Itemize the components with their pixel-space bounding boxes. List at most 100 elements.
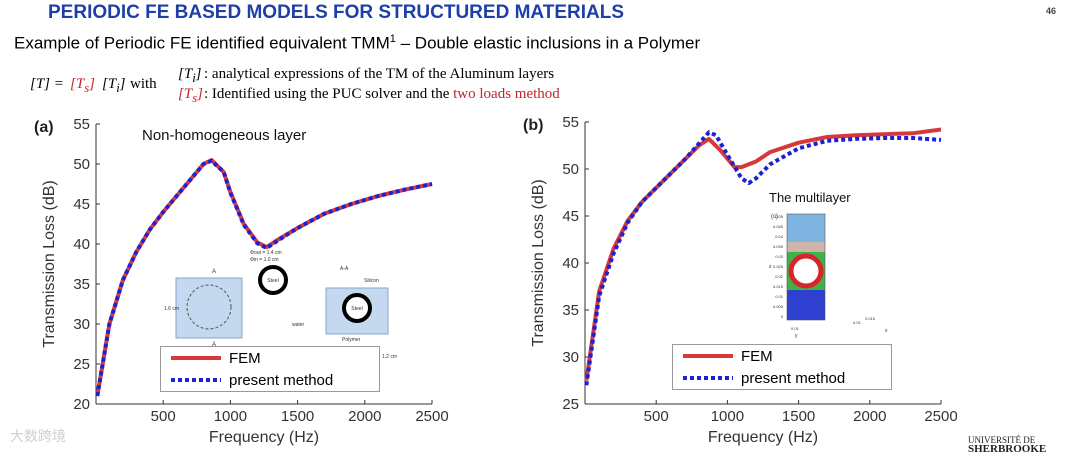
chart-a-inset-dim-text-2: Φin = 1.0 cm	[250, 257, 279, 263]
chart-b-inset-z-tick: 0.02	[775, 274, 784, 279]
chart-a: 20 25 30 35 40 45 50 55 500 1000 1500 2000 2500 Frequ…	[34, 116, 449, 446]
chart-a-xtick-label: 1500	[281, 408, 314, 425]
chart-a-inset-label-a-top: A	[212, 269, 216, 275]
chart-b-ytick-label: 25	[562, 396, 579, 413]
chart-a-inset-water-label: water	[292, 322, 305, 328]
legend-b-fem-label: FEM	[741, 347, 773, 365]
legend-b-fem-swatch	[683, 354, 733, 358]
legend-b-present: present method	[673, 367, 891, 389]
chart-b-inset-z-tick: 0.04	[775, 234, 784, 239]
chart-a-inset-dim-text-1: Φout = 1.4 cm	[250, 250, 282, 256]
chart-a-annotation: Non-homogeneous layer	[142, 127, 306, 144]
chart-b-xlabel: Frequency (Hz)	[708, 429, 818, 446]
chart-a-inset-section-ring	[342, 293, 372, 323]
chart-b-xtick-label: 1000	[711, 408, 744, 425]
chart-b-inset-z-label: z	[769, 264, 772, 270]
chart-a-inset-label-a-bottom: A	[212, 342, 216, 348]
legend-a-fem-swatch	[171, 356, 221, 360]
legend-a-present-swatch	[171, 378, 221, 382]
chart-a-ytick-label: 35	[73, 276, 90, 293]
legend-a-present: present method	[161, 369, 379, 391]
chart-b-inset-y-label: y	[795, 333, 798, 339]
chart-b-xtick-label: 500	[644, 408, 669, 425]
university-logo: UNIVERSITÉ DE SHERBROOKE	[968, 436, 1046, 455]
chart-b-inset-z-tick: 0.03	[775, 254, 784, 259]
chart-b-ylabel: Transmission Loss (dB)	[530, 179, 547, 346]
chart-b-inset-inclusion	[788, 253, 824, 289]
chart-a-inset-polymer-label: Polymer	[342, 337, 361, 343]
chart-b-inset-tag: (c)	[771, 214, 778, 220]
formula-line1-ti-open: [T	[178, 66, 193, 82]
chart-b-inset-z-tick: 0.035	[773, 244, 784, 249]
chart-a-inset-steel-label: Steel	[351, 306, 362, 312]
chart-b-ytick-label: 45	[562, 208, 579, 225]
chart-b-ytick-label: 50	[562, 161, 579, 178]
chart-b-inset-outline	[786, 213, 826, 321]
formula-ts-close: ]	[89, 76, 95, 92]
formula-ts-open: [T	[70, 76, 85, 92]
chart-b-inset-x-label: x	[885, 328, 888, 334]
chart-b-inset: (c)0.050.0450.040.0350.030.0250.020.0150…	[763, 206, 895, 340]
formula-with: with	[130, 76, 157, 92]
legend-a: FEM present method	[160, 346, 380, 392]
formula-ti: [Ti]	[102, 76, 126, 96]
formula-line2-ts: [Ts]	[178, 86, 203, 106]
formula-ti-open: [T	[102, 76, 117, 92]
chart-a-ytick-label: 50	[73, 156, 90, 173]
chart-b-inset-z-tick: 0.045	[773, 224, 784, 229]
formula-lhs: [T] =	[30, 76, 64, 92]
legend-b-fem: FEM	[673, 345, 891, 367]
legend-a-fem: FEM	[161, 347, 379, 369]
chart-a-xtick-label: 500	[151, 408, 176, 425]
chart-b-inset-bg	[763, 206, 895, 340]
formula-ts-sub: s	[84, 81, 90, 95]
chart-b-panel-label: (b)	[523, 117, 543, 134]
chart-a-inset-dim-left: 1.6 cm	[164, 306, 179, 312]
chart-a-ytick-label: 55	[73, 116, 90, 133]
chart-b-ytick-label: 55	[562, 114, 579, 131]
slide-subtitle: Example of Periodic FE identified equiva…	[14, 33, 700, 54]
chart-a-inset-dashed-circle	[186, 284, 232, 330]
chart-a-inset-bottom-dim-3: 1.2 cm	[382, 354, 397, 360]
chart-a-xtick-label: 2000	[348, 408, 381, 425]
chart-a-ytick-label: 25	[73, 356, 90, 373]
legend-b-present-label: present method	[741, 369, 846, 387]
legend-b: FEM present method	[672, 344, 892, 390]
subtitle-footnote-mark: 1	[389, 33, 396, 45]
chart-b-inset-top-layer	[787, 214, 825, 242]
chart-b-inset-bottom-tick-3: 0.015	[865, 316, 876, 321]
chart-b-xtick-label: 1500	[782, 408, 815, 425]
formula-line2-text: : Identified using the PUC solver and th…	[204, 86, 560, 103]
subtitle-tail: Double elastic inclusions in a Polymer	[414, 33, 701, 53]
formula-line2-black: : Identified using the PUC solver and th…	[204, 86, 454, 102]
formula-line1-ti-close: ]	[195, 66, 202, 82]
chart-b-inset-bottom-tick-1: 0.01	[791, 326, 800, 331]
logo-line2: SHERBROOKE	[968, 443, 1047, 455]
chart-b-annotation: The multilayer	[769, 190, 851, 205]
chart-b-ytick-label: 30	[562, 349, 579, 366]
chart-a-ytick-label: 20	[73, 396, 90, 413]
chart-b-inset-bottom-layer	[787, 290, 825, 320]
chart-a-ytick-label: 45	[73, 196, 90, 213]
chart-b-inset-bottom-tick-2: 0.01	[853, 320, 862, 325]
chart-b-ytick-label: 40	[562, 255, 579, 272]
formula-ti-sub: i	[116, 81, 120, 95]
subtitle-main: Example of Periodic FE identified equiva…	[14, 33, 390, 53]
watermark: 大数跨境	[10, 428, 66, 444]
formula-line2-ts-open: [T	[178, 86, 193, 102]
chart-b-inset-z-tick: 0.005	[773, 304, 784, 309]
logo-line1: UNIVERSITÉ DE	[968, 435, 1036, 445]
chart-a-inset-cell	[175, 277, 243, 339]
chart-a-inset-ring-label: Steel	[267, 278, 278, 284]
legend-a-fem-label: FEM	[229, 349, 261, 367]
chart-b-inset-interlayer	[787, 242, 825, 252]
chart-a-xtick-label: 2500	[415, 408, 448, 425]
chart-a-inset-steel-ring	[258, 265, 288, 295]
chart-a-ylabel: Transmission Loss (dB)	[41, 180, 58, 347]
formula-line1-text: : analytical expressions of the TM of th…	[204, 66, 555, 82]
chart-a-panel-label: (a)	[34, 119, 54, 136]
formula-ti-close: ]	[119, 76, 126, 92]
formula-line1-ti: [Ti]	[178, 66, 202, 86]
slide-title: PERIODIC FE BASED MODELS FOR STRUCTURED …	[48, 2, 624, 23]
